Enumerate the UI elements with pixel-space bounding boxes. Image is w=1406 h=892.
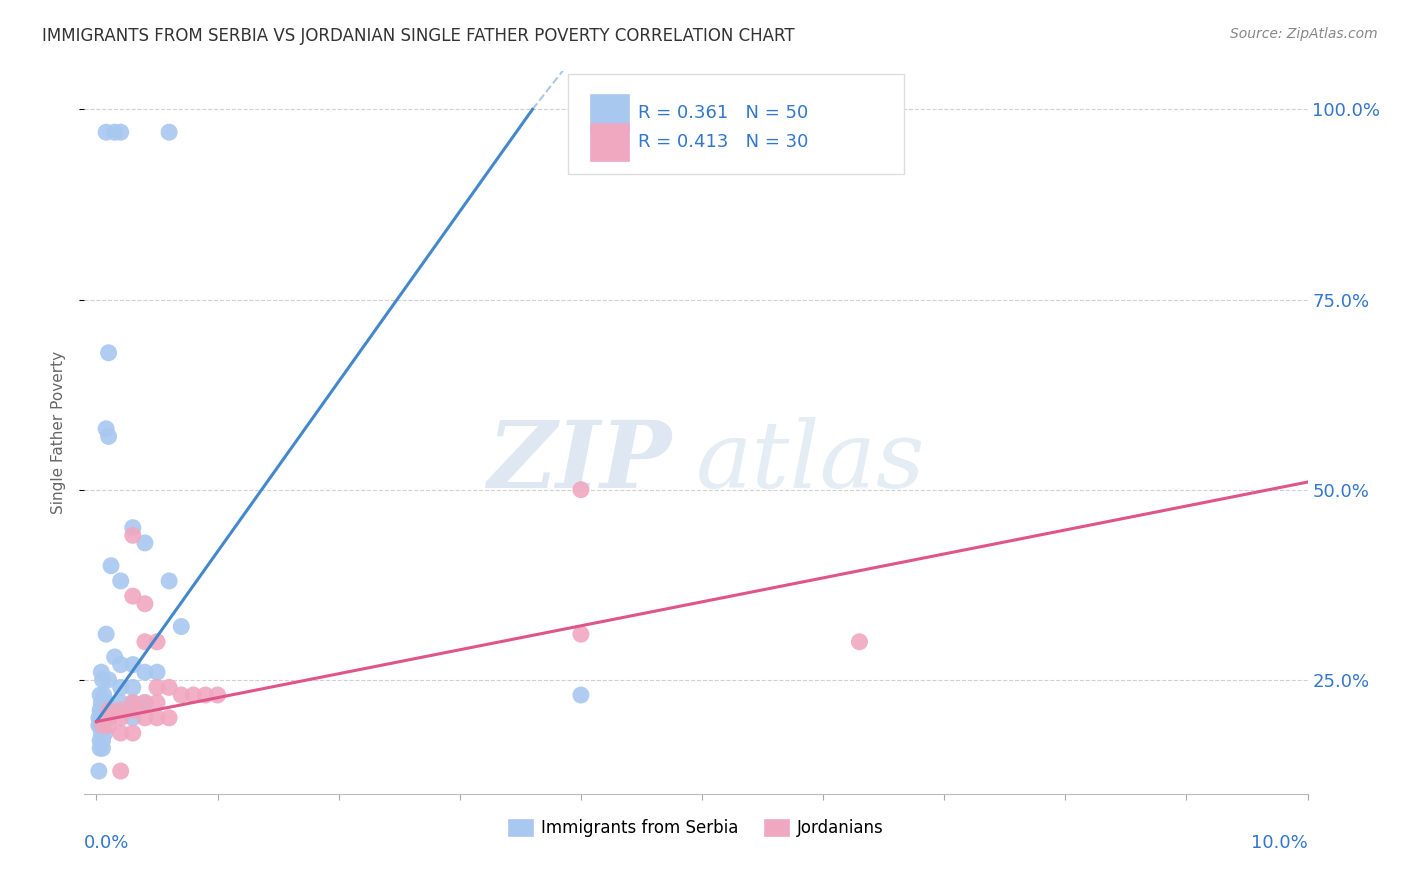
Point <box>90 665 112 680</box>
Point <box>97 673 120 687</box>
Text: IMMIGRANTS FROM SERBIA VS JORDANIAN SINGLE FATHER POVERTY CORRELATION CHART: IMMIGRANTS FROM SERBIA VS JORDANIAN SING… <box>42 27 794 45</box>
Point <box>89 688 111 702</box>
Point <box>93 688 115 702</box>
Point <box>121 657 143 672</box>
Point <box>134 597 156 611</box>
Point <box>96 627 118 641</box>
Point <box>569 688 592 702</box>
Text: 0.0%: 0.0% <box>84 834 129 852</box>
Point <box>146 711 169 725</box>
Point <box>121 703 143 717</box>
Text: Source: ZipAtlas.com: Source: ZipAtlas.com <box>1230 27 1378 41</box>
Point <box>110 681 132 695</box>
Point <box>104 650 127 665</box>
Point <box>96 696 118 710</box>
Point <box>110 764 132 778</box>
Point <box>146 696 169 710</box>
Point <box>97 711 120 725</box>
Point <box>90 711 112 725</box>
Point <box>87 711 110 725</box>
Point <box>121 696 143 710</box>
Point <box>97 703 120 717</box>
Point <box>134 696 156 710</box>
Point <box>110 574 132 588</box>
Point <box>146 665 169 680</box>
Point <box>183 688 205 702</box>
Y-axis label: Single Father Poverty: Single Father Poverty <box>51 351 66 514</box>
Point <box>569 483 592 497</box>
Point <box>170 619 193 633</box>
Point <box>157 681 180 695</box>
Point <box>89 733 111 747</box>
Point <box>89 718 111 732</box>
Point <box>97 718 120 732</box>
Point <box>157 711 180 725</box>
Point <box>146 681 169 695</box>
Point <box>96 422 118 436</box>
Point <box>93 711 115 725</box>
Point <box>94 726 117 740</box>
Point <box>110 657 132 672</box>
Point <box>110 703 132 717</box>
Point <box>104 125 127 139</box>
Point <box>194 688 217 702</box>
FancyBboxPatch shape <box>568 74 904 174</box>
Point <box>97 345 120 359</box>
Point <box>91 741 114 756</box>
Point <box>97 703 120 717</box>
Point <box>121 711 143 725</box>
FancyBboxPatch shape <box>589 123 628 161</box>
Point <box>87 764 110 778</box>
Point <box>157 125 180 139</box>
Text: R = 0.361   N = 50: R = 0.361 N = 50 <box>638 104 808 122</box>
Point <box>110 711 132 725</box>
Legend: Immigrants from Serbia, Jordanians: Immigrants from Serbia, Jordanians <box>502 812 890 843</box>
Point <box>134 634 156 648</box>
Point <box>121 521 143 535</box>
Point <box>89 703 111 717</box>
Point <box>157 574 180 588</box>
Point <box>91 718 114 732</box>
Point <box>100 558 122 573</box>
Point <box>96 125 118 139</box>
Point <box>91 673 114 687</box>
Point <box>121 681 143 695</box>
Point <box>110 696 132 710</box>
Text: 10.0%: 10.0% <box>1251 834 1308 852</box>
Point <box>121 726 143 740</box>
Point <box>146 634 169 648</box>
Point <box>121 696 143 710</box>
Text: atlas: atlas <box>696 417 925 507</box>
Point <box>134 665 156 680</box>
Point <box>134 711 156 725</box>
Point <box>121 589 143 603</box>
Text: ZIP: ZIP <box>488 417 672 507</box>
Point <box>87 718 110 732</box>
Point <box>110 125 132 139</box>
Point <box>121 528 143 542</box>
Point <box>134 536 156 550</box>
Point <box>110 726 132 740</box>
Point <box>90 726 112 740</box>
Point <box>89 741 111 756</box>
Point <box>170 688 193 702</box>
Point <box>91 733 114 747</box>
Point <box>848 634 870 648</box>
Point <box>110 703 132 717</box>
Point <box>97 429 120 443</box>
Text: R = 0.413   N = 30: R = 0.413 N = 30 <box>638 133 808 151</box>
Point <box>90 696 112 710</box>
Point <box>134 696 156 710</box>
Point <box>207 688 229 702</box>
Point <box>569 627 592 641</box>
Point <box>91 703 114 717</box>
FancyBboxPatch shape <box>589 95 628 132</box>
Point <box>97 711 120 725</box>
